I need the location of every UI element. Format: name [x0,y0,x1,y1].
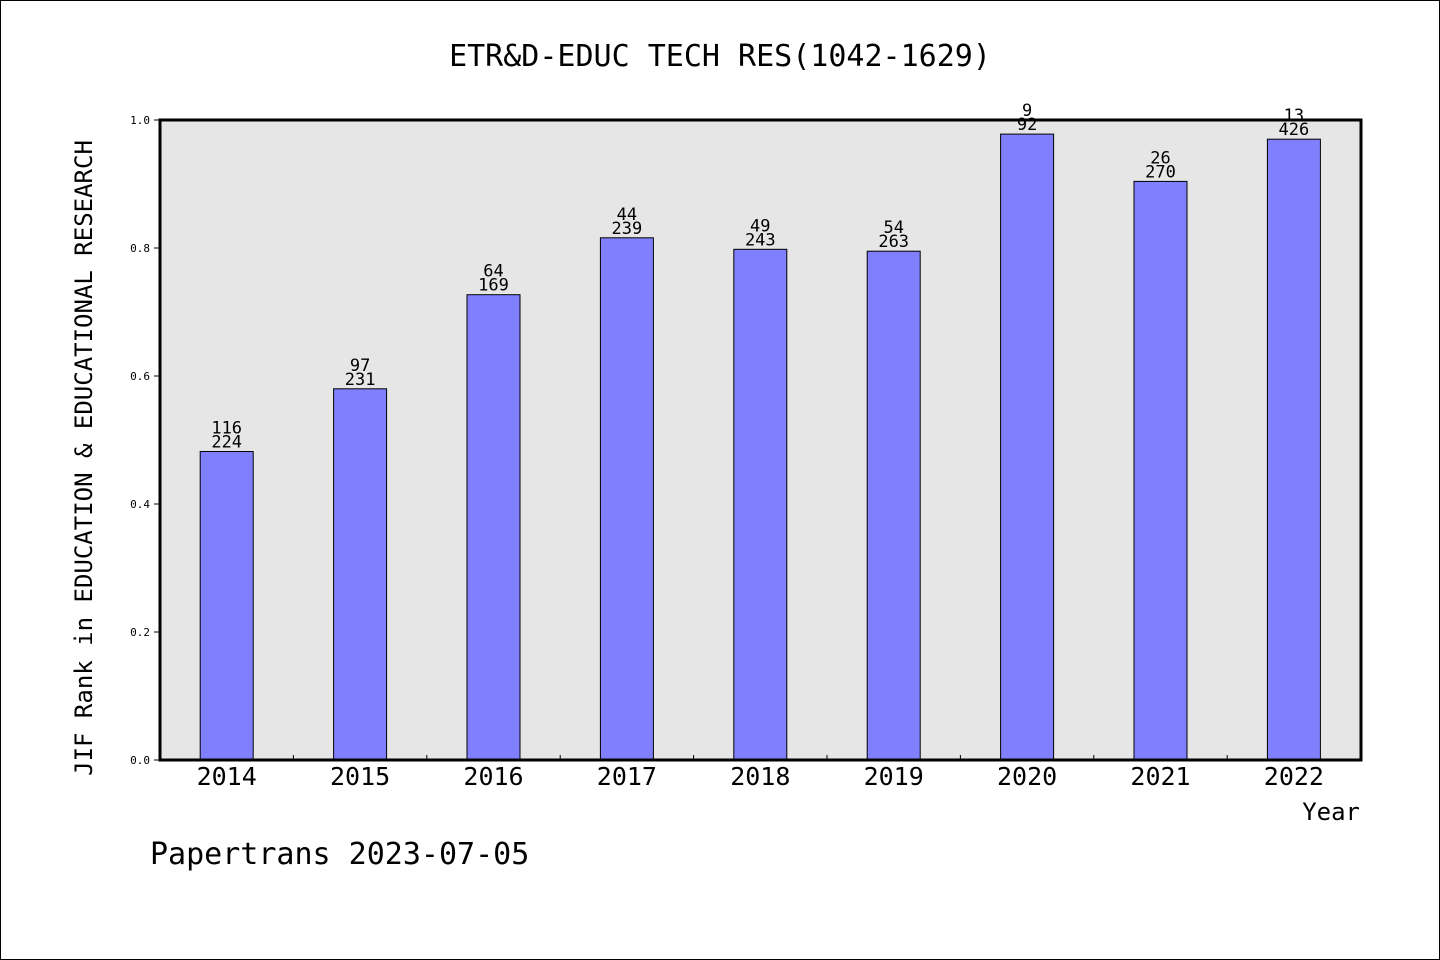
x-tick-label-2021: 2021 [1130,762,1190,791]
bar-label-total-2015: 231 [345,370,376,390]
bar-2019 [866,250,921,761]
bar-label-rank-2019: 54 [883,218,903,238]
bar-2014 [199,451,254,761]
y-tick-label-0.6: 0.6 [130,370,150,383]
bar-label-rank-2020: 9 [1022,101,1032,121]
plot-frame [158,118,1363,762]
bar-label-total-2019: 263 [878,232,909,252]
y-tick-label-0.2: 0.2 [130,626,150,639]
x-tick-label-2017: 2017 [597,762,657,791]
bar-2018 [733,248,788,761]
x-tick-label-2022: 2022 [1264,762,1324,791]
bar-label-total-2020: 92 [1017,115,1037,135]
footer-text: Papertrans 2023-07-05 [150,837,529,872]
bar-label-rank-2017: 44 [617,205,637,225]
y-tick-label-1.0: 1.0 [130,114,150,127]
bar-label-rank-2014: 116 [211,419,242,439]
bar-2022 [1266,138,1321,761]
y-axis-label: JIF Rank in EDUCATION & EDUCATIONAL RESE… [70,140,98,776]
x-tick-label-2015: 2015 [330,762,390,791]
bar-2020 [1000,133,1055,761]
x-tick-label-2020: 2020 [997,762,1057,791]
bar-label-total-2021: 270 [1145,162,1176,182]
x-tick-label-2014: 2014 [197,762,257,791]
bar-label-total-2017: 239 [612,219,643,239]
x-axis-label: Year [1302,798,1360,826]
bar-label-rank-2021: 26 [1150,148,1170,168]
bar-label-rank-2018: 49 [750,216,770,236]
x-tick-label-2019: 2019 [864,762,924,791]
bar-label-total-2018: 243 [745,230,776,250]
x-tick-label-2018: 2018 [730,762,790,791]
y-tick-label-0.4: 0.4 [130,498,150,511]
y-tick-label-0.0: 0.0 [130,754,150,767]
x-tick-label-2016: 2016 [463,762,523,791]
bar-label-rank-2015: 97 [350,356,370,376]
bar-2017 [599,237,654,761]
bar-2016 [466,294,521,761]
bar-2021 [1133,180,1188,761]
bar-label-total-2022: 426 [1279,120,1310,140]
bar-label-rank-2016: 64 [483,262,503,282]
bar-label-total-2016: 169 [478,276,509,296]
bar-label-total-2014: 224 [211,433,242,453]
chart-title: ETR&D-EDUC TECH RES(1042-1629) [449,39,991,74]
y-tick-label-0.8: 0.8 [130,242,150,255]
bar-2015 [333,388,388,761]
